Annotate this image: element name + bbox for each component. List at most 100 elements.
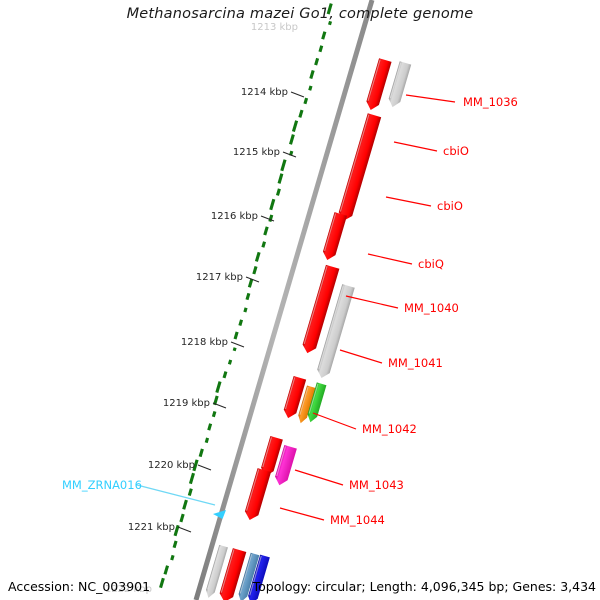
gene-feature-body[interactable]: [218, 548, 247, 600]
gc-tick-mark: [277, 173, 284, 184]
gc-tick-mark: [268, 214, 274, 222]
gene-label[interactable]: cbiQ: [418, 257, 444, 271]
label-leader-lines: [136, 94, 456, 521]
gc-tick-mark: [328, 20, 333, 26]
ruler-tick-mark: [230, 341, 245, 348]
ruler-tick-mark: [197, 464, 212, 471]
gene-feature[interactable]: [243, 468, 272, 522]
gene-label[interactable]: cbiO: [443, 144, 469, 158]
gc-tick-mark: [238, 319, 244, 327]
gc-tick-mark: [215, 381, 222, 393]
gene-feature-highlight: [324, 213, 337, 252]
gene-feature-body[interactable]: [337, 113, 382, 222]
gene-feature-body[interactable]: [204, 544, 228, 599]
gc-tick-mark: [187, 488, 193, 496]
label-leader-line: [405, 94, 456, 103]
gc-tick-mark: [227, 359, 233, 365]
gene-feature-body[interactable]: [296, 385, 316, 425]
label-leader-line: [312, 412, 357, 430]
gene-feature-highlight: [318, 285, 344, 370]
ruler-tick-label: 1213 kbp: [251, 22, 298, 33]
gc-tick-mark: [263, 226, 269, 236]
gene-feature-body[interactable]: [243, 468, 272, 522]
gene-feature[interactable]: [259, 435, 283, 478]
gc-tick-mark: [275, 188, 281, 196]
gc-tick-mark: [247, 278, 254, 288]
gene-feature[interactable]: [237, 552, 260, 600]
gene-feature-body[interactable]: [364, 58, 392, 112]
gene-feature-body[interactable]: [259, 435, 283, 478]
rna-feature-marker[interactable]: [213, 510, 226, 519]
gene-feature[interactable]: [204, 544, 228, 599]
gene-label[interactable]: MM_ZRNA016: [62, 478, 142, 492]
ruler-tick-mark: [290, 91, 305, 98]
gene-feature[interactable]: [321, 212, 347, 262]
ruler-tick-label: 1221 kbp: [128, 522, 175, 533]
gene-label[interactable]: MM_1043: [349, 478, 404, 492]
gene-feature-track[interactable]: [204, 58, 412, 600]
gc-tick-mark: [222, 371, 228, 379]
gc-tick-mark: [211, 410, 217, 418]
ruler-tick-label: 1214 kbp: [241, 87, 288, 98]
gc-tick-mark: [280, 159, 287, 172]
ruler-tick-label: 1222 kbp: [105, 584, 152, 595]
gene-label-group[interactable]: MM_1036 cbiO cbiO cbiQ MM_1040 MM_1041 MM_1042…: [62, 95, 518, 527]
page-title: Methanosarcina mazei Go1, complete genom…: [126, 6, 474, 22]
gene-feature-highlight: [308, 383, 319, 414]
gene-feature[interactable]: [306, 382, 327, 423]
gene-feature-highlight: [249, 555, 262, 596]
rna-marker-arrow[interactable]: [213, 510, 226, 519]
gene-feature-body[interactable]: [306, 382, 327, 423]
gc-tick-mark: [269, 198, 276, 211]
ruler-tick-label: 1219 kbp: [163, 398, 210, 409]
gene-feature[interactable]: [218, 548, 247, 600]
ruler-tick-mark: [245, 276, 260, 283]
gc-tick-mark: [291, 120, 299, 133]
gene-feature[interactable]: [315, 284, 355, 380]
gene-feature-highlight: [367, 59, 381, 102]
gene-feature[interactable]: [296, 385, 316, 425]
gc-tick-mark: [233, 331, 239, 340]
gene-feature-body[interactable]: [282, 376, 307, 420]
gene-feature-body[interactable]: [237, 552, 260, 600]
gene-label[interactable]: cbiO: [437, 199, 463, 213]
gc-tick-mark: [170, 554, 175, 561]
gene-feature-body[interactable]: [321, 212, 347, 262]
gene-feature[interactable]: [246, 554, 270, 600]
gene-feature-body[interactable]: [387, 61, 412, 109]
ruler-tick-mark: [212, 402, 227, 409]
gene-feature[interactable]: [387, 61, 412, 109]
gene-feature-body[interactable]: [301, 264, 340, 355]
gene-feature[interactable]: [337, 113, 382, 222]
gc-tick-mark: [326, 3, 333, 15]
gene-feature[interactable]: [273, 444, 297, 487]
gene-feature-highlight: [245, 469, 260, 511]
gc-tick-mark: [159, 577, 165, 589]
gene-label[interactable]: MM_1044: [330, 513, 385, 527]
gene-feature-body[interactable]: [273, 444, 297, 487]
gc-tick-mark: [204, 437, 210, 444]
gene-feature-body[interactable]: [315, 284, 355, 380]
gene-label[interactable]: MM_1040: [404, 301, 459, 315]
gene-feature[interactable]: [301, 264, 340, 355]
gc-tick-mark: [254, 251, 261, 262]
gc-tick-mark: [182, 499, 188, 510]
gene-feature-body[interactable]: [246, 554, 270, 600]
gc-tick-mark: [308, 85, 313, 91]
gene-label[interactable]: MM_1041: [388, 356, 443, 370]
genome-backbone: [193, 0, 375, 600]
gene-feature[interactable]: [364, 58, 392, 112]
gene-label[interactable]: MM_1036: [463, 95, 518, 109]
gc-tick-mark: [173, 524, 180, 537]
gene-feature[interactable]: [282, 376, 307, 420]
label-leader-line: [385, 196, 432, 207]
gc-tick-mark: [207, 423, 213, 431]
gene-label[interactable]: MM_1042: [362, 422, 417, 436]
gene-feature-highlight: [389, 62, 402, 99]
backbone-line: [193, 0, 375, 600]
gene-feature-highlight: [276, 446, 287, 477]
gc-tick-mark: [192, 459, 199, 472]
gc-tick-mark: [188, 472, 195, 485]
